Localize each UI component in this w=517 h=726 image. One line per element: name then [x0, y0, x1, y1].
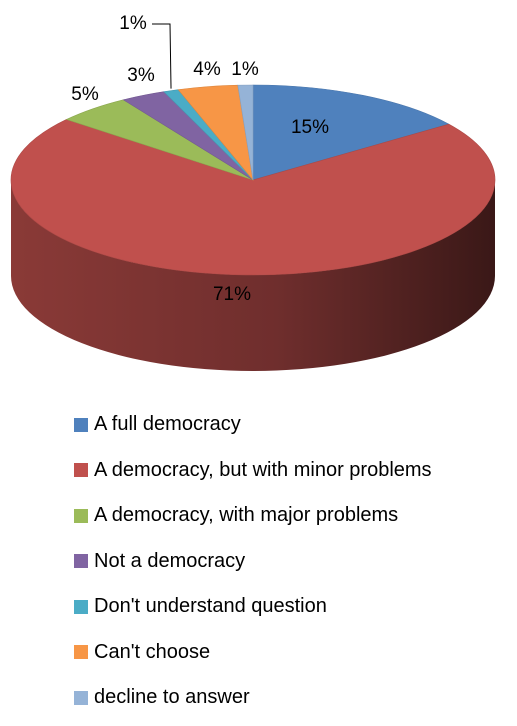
leader-lines	[152, 23, 172, 89]
pie-slice-side	[11, 180, 495, 371]
legend-item-not-democracy: Not a democracy	[74, 547, 432, 576]
pie-tops	[10, 84, 496, 276]
legend-item-dont-understand: Don't understand question	[74, 592, 432, 621]
data-label: 15%	[291, 117, 329, 138]
legend-item-cant-choose: Can't choose	[74, 638, 432, 667]
data-label: 5%	[71, 84, 99, 105]
data-label: 1%	[119, 13, 147, 34]
legend-swatch	[74, 645, 88, 659]
legend-swatch	[74, 508, 88, 523]
pie-slice	[237, 84, 254, 181]
legend-swatch	[74, 463, 88, 477]
data-label: 4%	[193, 59, 221, 80]
legend-label: Not a democracy	[94, 549, 246, 572]
data-label: 71%	[213, 284, 251, 305]
legend-label: decline to answer	[94, 686, 250, 708]
legend-item-full-democracy: A full democracy	[74, 410, 432, 439]
legend-swatch	[74, 554, 88, 568]
pie-slice	[10, 119, 496, 276]
legend-swatch	[74, 599, 88, 614]
pie-slice	[252, 84, 450, 181]
legend-item-minor-problems: A democracy, but with minor problems	[74, 456, 432, 485]
legend-label: A full democracy	[94, 413, 241, 435]
pie-chart-plot: 15% 71% 5% 3% 1% 4% 1%	[10, 13, 496, 371]
legend-item-decline: decline to answer	[74, 683, 432, 712]
legend-item-major-problems: A democracy, with major problems	[74, 501, 432, 530]
data-label: 3%	[127, 65, 155, 86]
legend-swatch	[74, 417, 88, 432]
data-labels: 15% 71% 5% 3% 1% 4% 1%	[71, 13, 329, 305]
leader-line	[152, 23, 172, 89]
pie-sides	[11, 180, 495, 371]
legend-swatch	[74, 690, 88, 705]
legend-label: A democracy, but with minor problems	[94, 458, 432, 481]
legend-label: Can't choose	[94, 640, 211, 663]
data-label: 1%	[231, 59, 259, 80]
legend-label: A democracy, with major problems	[94, 504, 399, 526]
legend-label: Don't understand question	[94, 595, 327, 617]
legend: A full democracy A democracy, but with m…	[74, 410, 432, 726]
